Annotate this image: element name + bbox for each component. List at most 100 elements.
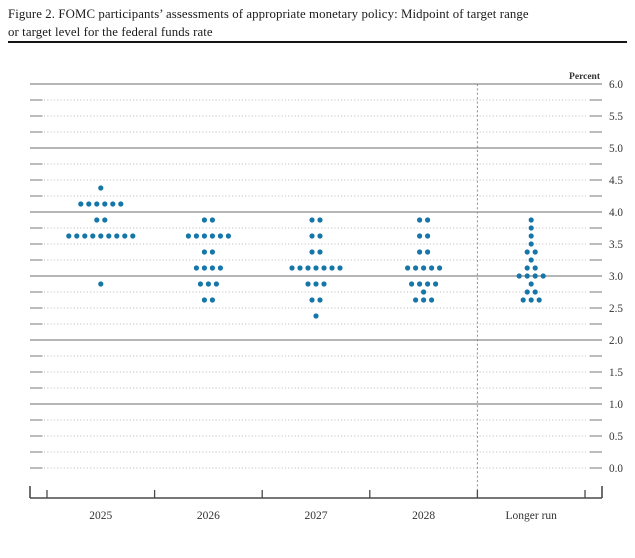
participant-dot bbox=[425, 233, 431, 239]
participant-dot bbox=[425, 249, 431, 255]
participant-dot bbox=[209, 233, 215, 239]
participant-dot bbox=[532, 289, 538, 295]
participant-dot bbox=[90, 233, 96, 239]
participant-dot bbox=[130, 233, 136, 239]
participant-dot bbox=[321, 265, 327, 271]
participant-dot bbox=[209, 217, 215, 223]
participant-dot bbox=[217, 265, 223, 271]
participant-dot bbox=[528, 225, 534, 231]
participant-dot bbox=[201, 233, 207, 239]
participant-dot bbox=[421, 289, 427, 295]
participant-dot bbox=[317, 249, 323, 255]
y-axis-label: 5.0 bbox=[609, 143, 623, 155]
participant-dot bbox=[193, 265, 199, 271]
participant-dot bbox=[98, 281, 104, 287]
participant-dot bbox=[413, 265, 419, 271]
participant-dot bbox=[317, 233, 323, 239]
participant-dot bbox=[110, 201, 116, 207]
y-axis-label: 4.5 bbox=[609, 175, 623, 187]
participant-dot bbox=[337, 265, 343, 271]
participant-dot bbox=[524, 289, 530, 295]
participant-dot bbox=[114, 233, 120, 239]
participant-dot bbox=[317, 297, 323, 303]
participant-dot bbox=[321, 281, 327, 287]
participant-dot bbox=[209, 249, 215, 255]
participant-dot bbox=[528, 281, 534, 287]
participant-dot bbox=[78, 201, 84, 207]
participant-dot bbox=[409, 281, 415, 287]
figure-title: Figure 2. FOMC participants’ assessments… bbox=[8, 6, 628, 41]
participant-dot bbox=[297, 265, 303, 271]
y-axis-label: 2.0 bbox=[609, 335, 623, 347]
participant-dot bbox=[217, 233, 223, 239]
participant-dot bbox=[516, 273, 522, 279]
participant-dot bbox=[417, 249, 423, 255]
participant-dot bbox=[309, 249, 315, 255]
participant-dot bbox=[437, 265, 443, 271]
participant-dot bbox=[528, 297, 534, 303]
figure-title-line-2: or target level for the federal funds ra… bbox=[8, 24, 213, 39]
participant-dot bbox=[528, 257, 534, 263]
x-axis-label: 2028 bbox=[412, 510, 435, 522]
participant-dot bbox=[425, 281, 431, 287]
participant-dot bbox=[118, 201, 124, 207]
participant-dot bbox=[520, 297, 526, 303]
y-axis-label: 3.0 bbox=[609, 271, 623, 283]
participant-dot bbox=[193, 233, 199, 239]
participant-dot bbox=[205, 281, 211, 287]
y-axis-label: 5.5 bbox=[609, 111, 623, 123]
participant-dot bbox=[425, 217, 431, 223]
participant-dot bbox=[309, 217, 315, 223]
participant-dot bbox=[86, 201, 92, 207]
participant-dot bbox=[429, 297, 435, 303]
participant-dot bbox=[201, 265, 207, 271]
participant-dot bbox=[524, 265, 530, 271]
participant-dot bbox=[524, 273, 530, 279]
participant-dot bbox=[122, 233, 128, 239]
participant-dot bbox=[305, 265, 311, 271]
participant-dot bbox=[429, 265, 435, 271]
participant-dot bbox=[74, 233, 80, 239]
participant-dot bbox=[201, 297, 207, 303]
participant-dot bbox=[209, 297, 215, 303]
participant-dot bbox=[329, 265, 335, 271]
participant-dot bbox=[532, 265, 538, 271]
participant-dot bbox=[421, 297, 427, 303]
participant-dot bbox=[417, 233, 423, 239]
participant-dot bbox=[536, 297, 542, 303]
participant-dot bbox=[313, 313, 319, 319]
y-axis-label: 0.5 bbox=[609, 431, 623, 443]
y-axis-label: 4.0 bbox=[609, 207, 623, 219]
x-axis-label: 2027 bbox=[305, 510, 328, 522]
participant-dot bbox=[225, 233, 231, 239]
participant-dot bbox=[528, 217, 534, 223]
title-divider-rule bbox=[8, 41, 627, 43]
participant-dot bbox=[197, 281, 203, 287]
participant-dot bbox=[98, 233, 104, 239]
participant-dot bbox=[433, 281, 439, 287]
participant-dot bbox=[405, 265, 411, 271]
participant-dot bbox=[201, 249, 207, 255]
x-axis-label: 2025 bbox=[89, 510, 112, 522]
participant-dot bbox=[98, 185, 104, 191]
participant-dot bbox=[421, 265, 427, 271]
participant-dot bbox=[524, 249, 530, 255]
participant-dot bbox=[309, 233, 315, 239]
participant-dot bbox=[102, 217, 108, 223]
participant-dot bbox=[532, 273, 538, 279]
participant-dot bbox=[289, 265, 295, 271]
y-axis-label: 1.0 bbox=[609, 399, 623, 411]
y-axis-label: 3.5 bbox=[609, 239, 623, 251]
participant-dot bbox=[528, 241, 534, 247]
participant-dot bbox=[94, 201, 100, 207]
participant-dot bbox=[313, 265, 319, 271]
participant-dot bbox=[185, 233, 191, 239]
y-axis-label: 0.0 bbox=[609, 463, 623, 475]
y-axis-label: 2.5 bbox=[609, 303, 623, 315]
participant-dot bbox=[317, 217, 323, 223]
x-axis-label: 2026 bbox=[197, 510, 220, 522]
y-axis-label: 6.0 bbox=[609, 79, 623, 91]
participant-dot bbox=[313, 281, 319, 287]
figure-title-line-1: Figure 2. FOMC participants’ assessments… bbox=[8, 7, 529, 21]
